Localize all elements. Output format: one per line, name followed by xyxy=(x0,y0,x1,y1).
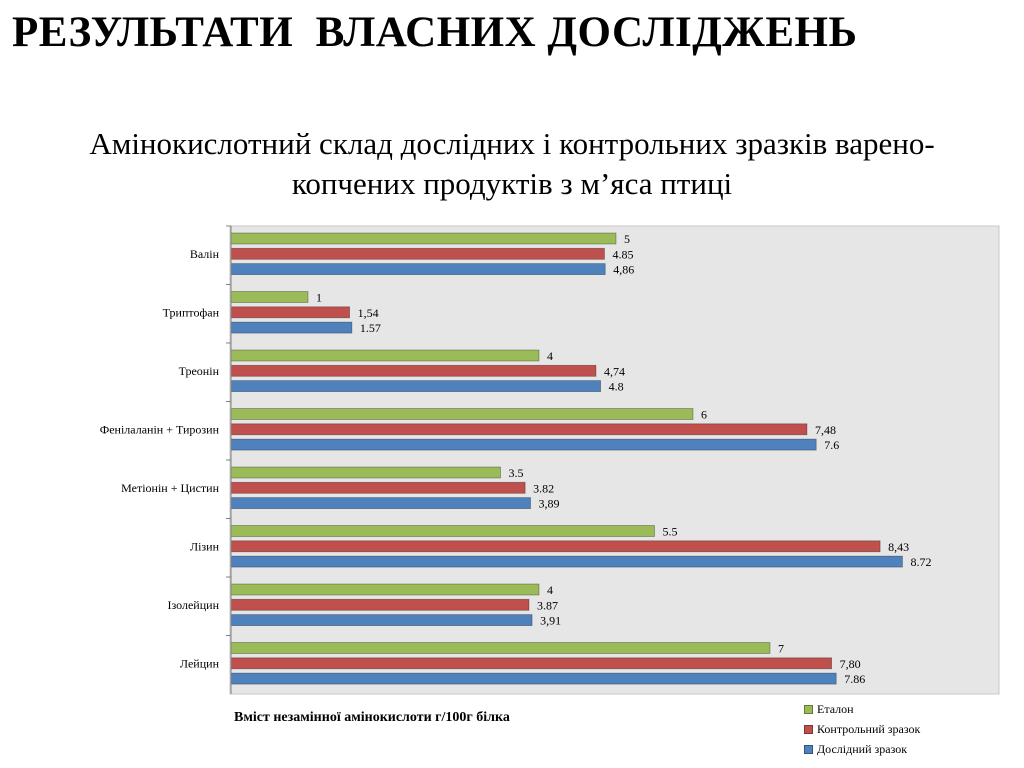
category-label: Треонін xyxy=(179,364,220,378)
data-label: 8.72 xyxy=(910,555,931,569)
legend-label-control: Контрольний зразок xyxy=(817,722,921,736)
data-label: 4 xyxy=(547,349,553,363)
data-label: 3,91 xyxy=(540,614,561,628)
data-label: 7.6 xyxy=(824,438,839,452)
bar xyxy=(230,481,526,494)
data-label: 3,89 xyxy=(539,497,560,511)
data-label: 7.86 xyxy=(844,672,865,686)
bar xyxy=(230,364,597,377)
category-label: Фенілаланін + Тирозин xyxy=(100,422,220,436)
legend-item-control: Контрольний зразок xyxy=(804,719,920,739)
bar xyxy=(230,263,606,276)
category-label: Лейцин xyxy=(180,656,220,670)
data-label: 4.8 xyxy=(609,380,624,394)
subtitle-line-2: копчених продуктів з м’яса птиці xyxy=(291,166,733,201)
subtitle-line-1: Амінокислотний склад дослідних і контрол… xyxy=(89,126,935,161)
bar xyxy=(230,540,881,553)
bar xyxy=(230,525,655,537)
data-label: 3.82 xyxy=(533,481,554,495)
chart-legend: Еталон Контрольний зразок Дослідний зраз… xyxy=(804,699,920,759)
data-label: 6 xyxy=(701,408,707,422)
bar xyxy=(230,423,808,436)
bar xyxy=(230,657,832,670)
bar xyxy=(230,349,540,362)
bar xyxy=(230,232,617,245)
legend-label-etalon: Еталон xyxy=(817,702,854,716)
data-label: 3.5 xyxy=(509,466,524,480)
data-label: 5 xyxy=(624,232,630,246)
slide-subtitle: Амінокислотний склад дослідних і контрол… xyxy=(0,124,1024,204)
data-label: 3.87 xyxy=(537,598,558,612)
bar xyxy=(230,583,540,596)
bar xyxy=(230,247,605,260)
bar xyxy=(230,497,531,510)
slide-heading: РЕЗУЛЬТАТИ ВЛАСНИХ ДОСЛІДЖЕНЬ xyxy=(12,9,858,56)
legend-swatch-etalon xyxy=(804,704,813,714)
x-axis-caption: Вміст незамінної амінокислоти г/100г біл… xyxy=(234,710,510,725)
bar xyxy=(230,466,501,479)
bar xyxy=(230,672,837,685)
category-label: Триптофан xyxy=(163,305,220,319)
category-label: Ізолейцин xyxy=(167,598,219,612)
bar xyxy=(230,438,817,451)
data-label: 1,54 xyxy=(358,306,379,320)
bar xyxy=(230,614,533,626)
bar xyxy=(230,306,350,319)
bar xyxy=(230,555,903,568)
category-label: Лізин xyxy=(190,539,220,553)
data-label: 7,48 xyxy=(815,423,836,437)
category-label: Метіонін + Цистин xyxy=(121,481,219,495)
bar xyxy=(230,321,353,334)
data-label: 4 xyxy=(547,583,553,597)
data-label: 1 xyxy=(316,291,322,305)
data-label: 8,43 xyxy=(888,540,909,554)
bar xyxy=(230,291,309,303)
legend-label-experimental: Дослідний зразок xyxy=(817,742,908,756)
bar xyxy=(230,380,602,393)
legend-swatch-control xyxy=(804,724,813,734)
bar xyxy=(230,408,694,420)
legend-item-etalon: Еталон xyxy=(804,699,920,719)
data-label: 7 xyxy=(778,642,784,656)
category-label: Валін xyxy=(190,247,220,261)
data-label: 4.85 xyxy=(612,247,633,261)
data-label: 7,80 xyxy=(840,657,861,671)
bar xyxy=(230,598,530,611)
data-label: 5.5 xyxy=(663,525,678,539)
data-label: 4,86 xyxy=(613,263,634,277)
legend-swatch-experimental xyxy=(804,744,813,754)
data-label: 4,74 xyxy=(604,364,625,378)
bar xyxy=(230,642,771,654)
legend-item-experimental: Дослідний зразок xyxy=(804,739,920,759)
data-label: 1.57 xyxy=(360,321,381,335)
